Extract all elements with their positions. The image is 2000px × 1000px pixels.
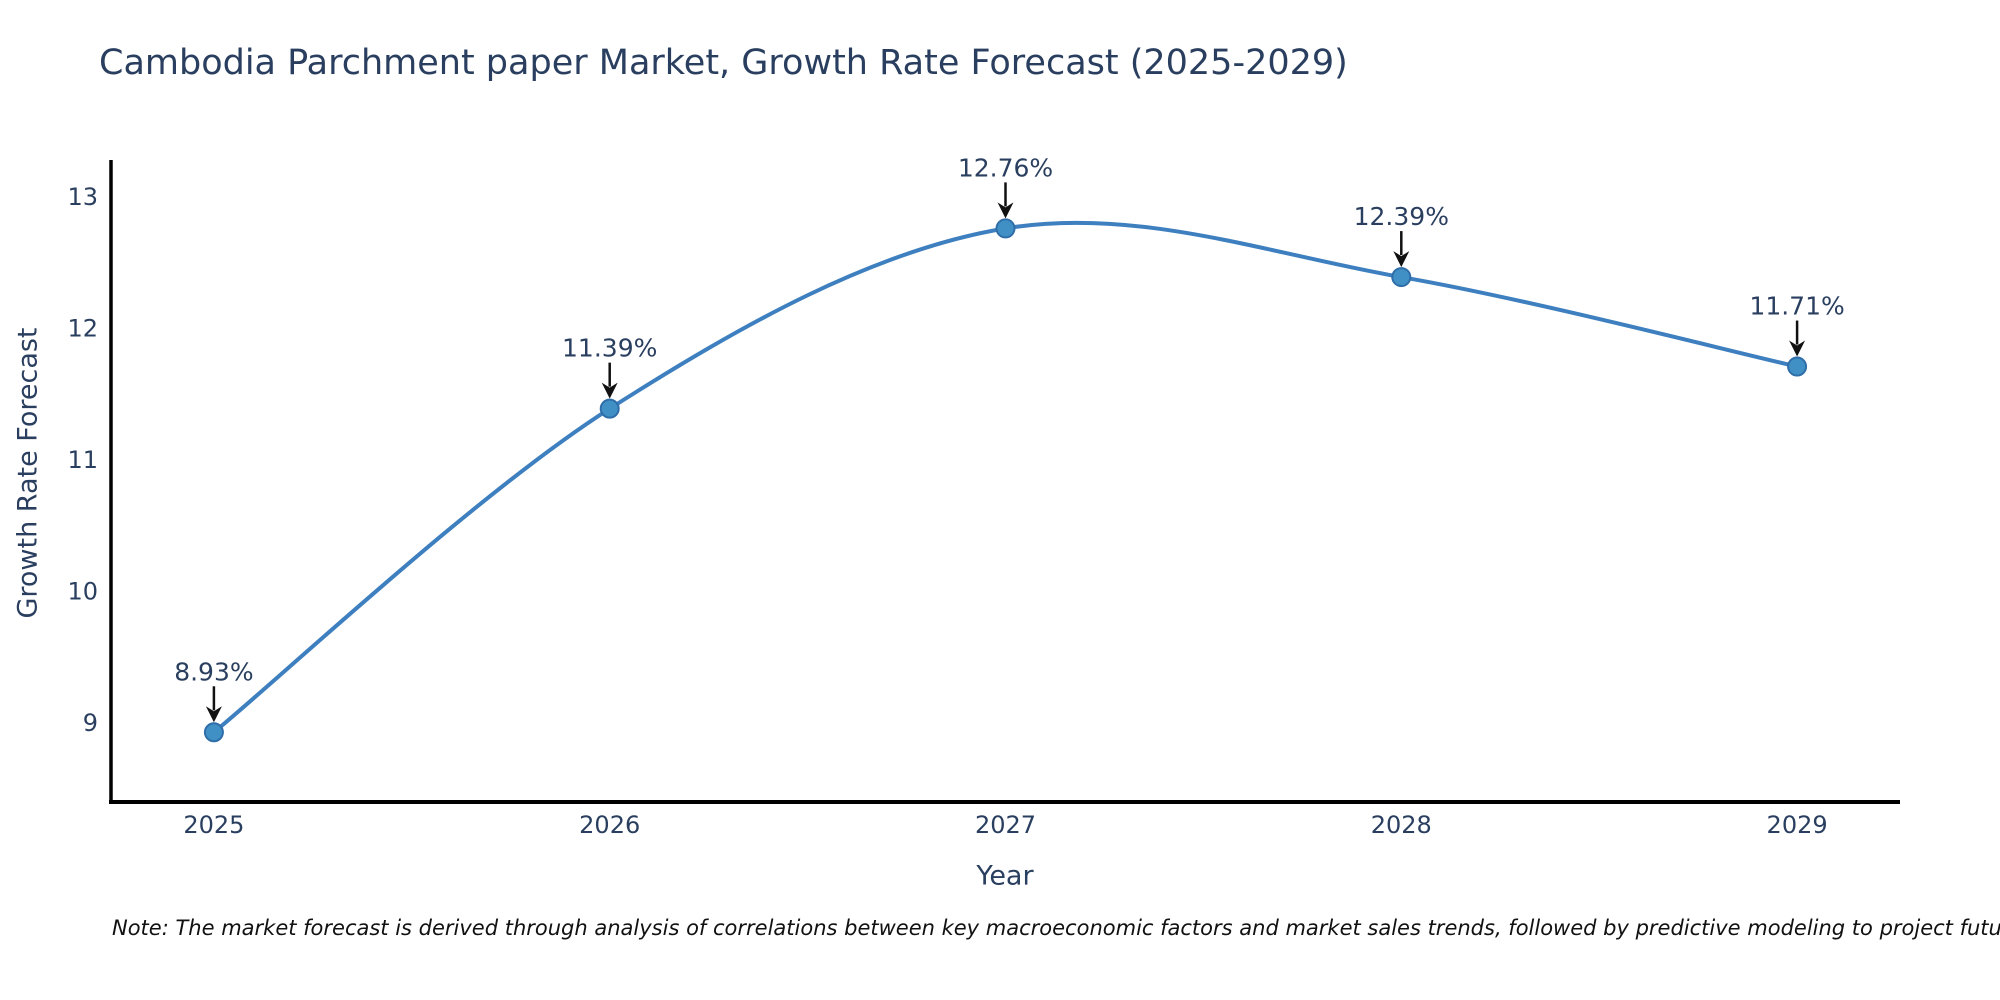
data-point-value-label: 11.39%: [562, 334, 657, 363]
y-tick-label: 13: [67, 183, 98, 211]
chart-title: Cambodia Parchment paper Market, Growth …: [99, 43, 1348, 83]
y-tick-label: 9: [83, 709, 98, 737]
y-tick-label: 11: [67, 446, 98, 474]
data-point-value-label: 12.39%: [1354, 202, 1449, 231]
data-point-value-label: 11.71%: [1749, 292, 1844, 321]
y-tick-label: 12: [67, 314, 98, 342]
x-tick-label: 2027: [975, 811, 1036, 839]
annotation-arrowhead-icon: [205, 706, 222, 723]
x-tick-label: 2029: [1767, 811, 1828, 839]
annotation-arrowhead-icon: [1393, 251, 1410, 268]
data-point-marker[interactable]: [203, 722, 224, 743]
forecast-line: [211, 220, 1800, 735]
annotation-arrowhead-icon: [601, 382, 618, 399]
data-point-marker[interactable]: [599, 398, 620, 419]
annotation-arrowhead-icon: [997, 202, 1014, 219]
data-point-value-label: 12.76%: [958, 153, 1053, 182]
data-point-marker[interactable]: [1787, 356, 1808, 377]
annotation-arrowhead-icon: [1789, 340, 1806, 357]
y-tick-label: 10: [67, 578, 98, 606]
x-axis-title: Year: [976, 860, 1034, 892]
x-tick-label: 2026: [579, 811, 640, 839]
data-point-marker[interactable]: [1391, 267, 1412, 288]
footnote: Note: The market forecast is derived thr…: [112, 916, 2000, 940]
x-tick-label: 2025: [183, 811, 244, 839]
x-tick-label: 2028: [1371, 811, 1432, 839]
data-point-marker[interactable]: [995, 218, 1016, 239]
data-point-value-label: 8.93%: [174, 657, 253, 686]
